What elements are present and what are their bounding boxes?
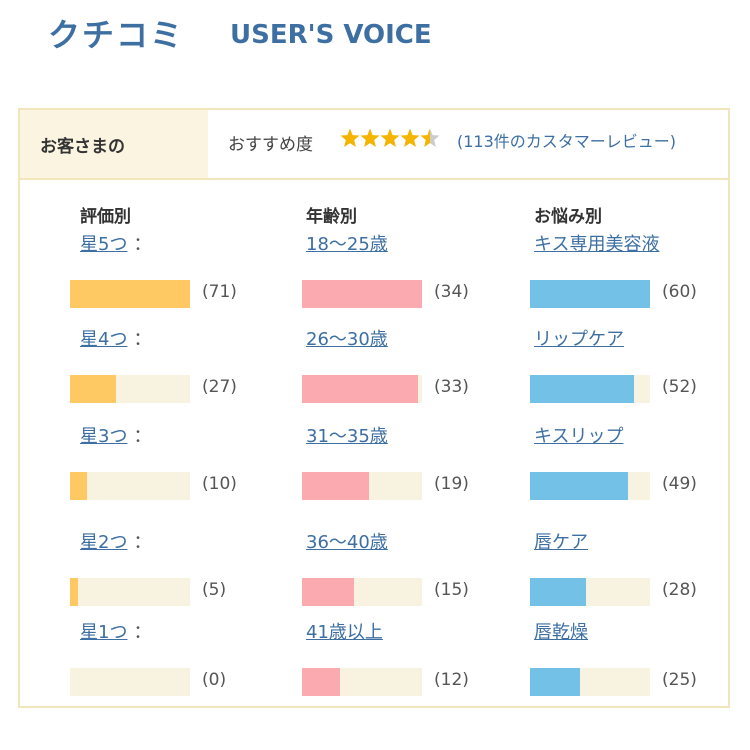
review-panel: お客さまの おすすめ度 (113件のカスタマーレビュー) 評価別 星5つ： (71)… — [18, 108, 730, 708]
bar-fill — [70, 375, 116, 403]
filter-link[interactable]: 41歳以上 — [306, 618, 383, 644]
star-icon — [380, 128, 400, 147]
column-heading: 年齢別 — [306, 207, 357, 227]
bar-track — [530, 375, 650, 403]
filter-link[interactable]: 星4つ： — [80, 325, 151, 351]
bar-track — [302, 375, 422, 403]
bar-fill — [302, 668, 340, 696]
filter-link[interactable]: 星1つ： — [80, 618, 151, 644]
bar-track — [302, 578, 422, 606]
bar-track — [302, 280, 422, 308]
review-count-value: (34) — [434, 282, 469, 302]
filter-link[interactable]: 星3つ： — [80, 422, 151, 448]
review-count-value: (28) — [662, 580, 697, 600]
recommend-label: おすすめ度 — [228, 135, 313, 155]
review-count-value: (71) — [202, 282, 237, 302]
filter-link-label: 星4つ — [80, 329, 128, 350]
bar-track — [70, 375, 190, 403]
column-heading: 評価別 — [80, 207, 131, 227]
review-count-value: (60) — [662, 282, 697, 302]
review-count-value: (33) — [434, 377, 469, 397]
bar-fill — [70, 280, 190, 308]
bar-fill — [302, 280, 422, 308]
bar-track — [530, 472, 650, 500]
review-count-value: (27) — [202, 377, 237, 397]
filter-link[interactable]: 唇ケア — [534, 528, 588, 554]
bar-track — [302, 668, 422, 696]
star-icon — [400, 128, 420, 147]
filter-link-label: 唇ケア — [534, 532, 588, 553]
bar-track — [70, 578, 190, 606]
filter-link-label: 26～30歳 — [306, 329, 388, 350]
filter-link[interactable]: 星5つ： — [80, 230, 151, 256]
review-count-value: (19) — [434, 474, 469, 494]
review-count-value: (5) — [202, 580, 227, 600]
bar-fill — [302, 375, 418, 403]
bar-track — [302, 472, 422, 500]
filter-link-label: 星5つ — [80, 234, 128, 255]
label-suffix: ： — [133, 426, 152, 447]
bar-fill — [530, 472, 628, 500]
label-suffix: ： — [133, 329, 152, 350]
filter-link[interactable]: 31～35歳 — [306, 422, 388, 448]
filter-link-label: 18～25歳 — [306, 234, 388, 255]
filter-link[interactable]: キスリップ — [534, 422, 623, 448]
review-summary: お客さまの おすすめ度 (113件のカスタマーレビュー) — [20, 110, 728, 180]
filter-link-label: 星1つ — [80, 622, 128, 643]
filter-link[interactable]: 18～25歳 — [306, 230, 388, 256]
filter-link[interactable]: 26～30歳 — [306, 325, 388, 351]
star-icon — [340, 128, 360, 147]
filter-link[interactable]: 36～40歳 — [306, 528, 388, 554]
filter-link-label: キス専用美容液 — [534, 234, 660, 255]
column-heading: お悩み別 — [534, 207, 602, 227]
bar-fill — [70, 578, 78, 606]
filter-link[interactable]: キス専用美容液 — [534, 230, 659, 256]
filter-link-label: 星3つ — [80, 426, 128, 447]
bar-fill — [302, 472, 369, 500]
customer-label: お客さまの — [20, 110, 208, 178]
star-icon — [420, 128, 440, 147]
label-suffix: ： — [133, 234, 152, 255]
filter-link-label: 星2つ — [80, 532, 128, 553]
review-count-value: (49) — [662, 474, 697, 494]
bar-fill — [530, 280, 650, 308]
section-title-jp: クチコミ — [48, 16, 185, 54]
bar-fill — [70, 472, 87, 500]
filter-link[interactable]: 星2つ： — [80, 528, 151, 554]
filter-link-label: キスリップ — [534, 426, 624, 447]
review-count-value: (15) — [434, 580, 469, 600]
filter-link-label: 31～35歳 — [306, 426, 388, 447]
review-count-value: (52) — [662, 377, 697, 397]
bar-track — [530, 668, 650, 696]
bar-fill — [530, 668, 580, 696]
label-suffix: ： — [133, 532, 152, 553]
star-icon — [360, 128, 380, 147]
bar-fill — [530, 375, 634, 403]
filter-link-label: 36～40歳 — [306, 532, 388, 553]
bar-track — [530, 578, 650, 606]
filter-link[interactable]: 唇乾燥 — [534, 618, 588, 644]
review-count-value: (10) — [202, 474, 237, 494]
filter-link-label: リップケア — [534, 329, 624, 350]
review-count-value: (0) — [202, 670, 227, 690]
filter-link-label: 唇乾燥 — [534, 622, 588, 643]
filter-link[interactable]: リップケア — [534, 325, 624, 351]
label-suffix: ： — [133, 622, 152, 643]
page-header: クチコミ USER'S VOICE — [0, 0, 750, 80]
bar-track — [530, 280, 650, 308]
review-count: (113件のカスタマーレビュー) — [457, 132, 677, 151]
bar-fill — [302, 578, 354, 606]
review-count-value: (12) — [434, 670, 469, 690]
review-count-value: (25) — [662, 670, 697, 690]
section-title-en: USER'S VOICE — [230, 20, 432, 50]
bar-fill — [530, 578, 586, 606]
filter-link-label: 41歳以上 — [306, 622, 383, 643]
bar-track — [70, 472, 190, 500]
bar-track — [70, 668, 190, 696]
bar-track — [70, 280, 190, 308]
